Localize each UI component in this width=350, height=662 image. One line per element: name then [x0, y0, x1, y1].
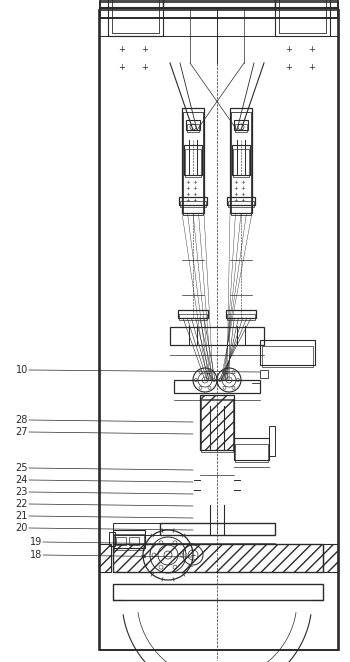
Bar [260, 340, 315, 365]
Text: +: + [234, 197, 238, 203]
Text: 20: 20 [16, 523, 28, 533]
Text: +: + [186, 185, 190, 191]
Bar [163, 0, 275, 8]
Bar [113, 523, 160, 535]
Bar [227, 314, 255, 320]
Bar [235, 124, 247, 132]
Text: +: + [119, 46, 125, 54]
Bar [228, 201, 254, 207]
Text: +: + [241, 191, 245, 197]
Text: 21: 21 [16, 511, 28, 521]
Bar [114, 534, 144, 550]
Text: +: + [193, 197, 197, 203]
Bar [183, 112, 203, 215]
Text: +: + [119, 64, 125, 73]
Bar [116, 537, 126, 545]
Text: +: + [141, 46, 148, 54]
Text: +: + [241, 179, 245, 185]
Bar [113, 544, 323, 572]
Bar [180, 201, 206, 207]
Bar [185, 149, 201, 177]
Text: +: + [234, 179, 238, 185]
Bar [275, 0, 330, 36]
Bar [170, 327, 264, 345]
Text: 22: 22 [15, 499, 28, 509]
Bar [260, 370, 268, 378]
Bar [187, 124, 199, 132]
Bar [178, 310, 208, 318]
Bar [269, 426, 275, 456]
Bar [234, 120, 248, 130]
Text: +: + [141, 64, 148, 73]
Text: +: + [193, 185, 197, 191]
Bar [99, 544, 111, 572]
Bar [112, 0, 159, 33]
Bar [262, 346, 313, 367]
Bar [99, 10, 339, 650]
Bar [227, 197, 255, 205]
Bar [182, 108, 204, 213]
Bar [235, 444, 268, 462]
Text: 28: 28 [16, 415, 28, 425]
Text: +: + [193, 191, 197, 197]
Bar [230, 108, 252, 213]
Text: 19: 19 [30, 537, 42, 547]
Bar [201, 399, 233, 452]
Text: +: + [186, 179, 190, 185]
Text: +: + [193, 179, 197, 185]
Bar [200, 395, 234, 450]
Bar [234, 438, 269, 460]
Bar [174, 380, 260, 393]
Bar [129, 537, 139, 545]
Bar [184, 145, 202, 175]
Bar [113, 530, 145, 548]
Text: +: + [186, 197, 190, 203]
Bar [109, 532, 115, 546]
Bar [113, 584, 323, 600]
Text: 24: 24 [16, 475, 28, 485]
Bar [323, 544, 338, 572]
Bar [179, 314, 207, 320]
Bar [179, 197, 207, 205]
Text: +: + [186, 191, 190, 197]
Text: +: + [309, 64, 315, 73]
Bar [108, 0, 163, 36]
Bar [232, 145, 250, 175]
Bar [233, 149, 249, 177]
Text: +: + [234, 185, 238, 191]
Text: 23: 23 [16, 487, 28, 497]
Text: +: + [241, 197, 245, 203]
Text: 10: 10 [16, 365, 28, 375]
Bar [226, 310, 256, 318]
Text: 18: 18 [30, 550, 42, 560]
Bar [160, 523, 275, 535]
Text: +: + [286, 46, 293, 54]
Bar [231, 112, 251, 215]
Bar [186, 120, 200, 130]
Text: 27: 27 [15, 427, 28, 437]
Text: +: + [241, 185, 245, 191]
Text: +: + [286, 64, 293, 73]
Bar [279, 0, 326, 33]
Text: +: + [309, 46, 315, 54]
Text: 25: 25 [15, 463, 28, 473]
Bar [100, 0, 338, 18]
Text: +: + [234, 191, 238, 197]
